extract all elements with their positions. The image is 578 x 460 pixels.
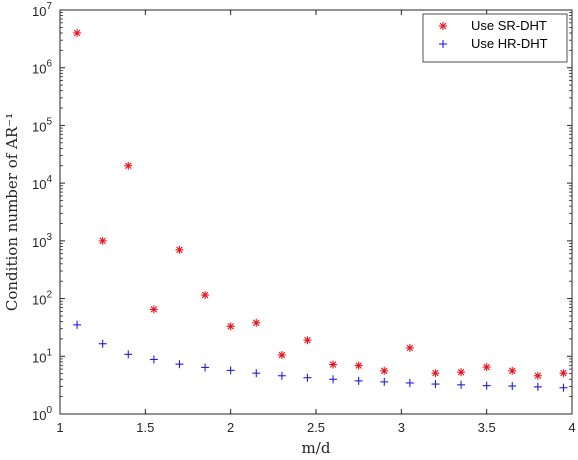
hr-dht-point bbox=[533, 382, 542, 391]
hr-dht-point bbox=[354, 376, 363, 385]
hr-dht-point bbox=[482, 381, 491, 390]
sr-dht-point bbox=[329, 360, 338, 369]
y-tick-exponent: 4 bbox=[46, 174, 52, 185]
legend: Use SR-DHT Use HR-DHT bbox=[422, 13, 568, 63]
y-tick-exponent: 1 bbox=[46, 347, 52, 358]
y-axis-label-text: Condition number of AR⁻¹ bbox=[3, 113, 21, 311]
x-tick-label: 1 bbox=[56, 420, 63, 435]
y-tick-label: 106 bbox=[32, 59, 52, 77]
hr-dht-point bbox=[405, 378, 414, 387]
y-tick-base: 10 bbox=[32, 235, 46, 250]
hr-dht-point bbox=[98, 339, 107, 348]
x-tick-label: 3.5 bbox=[478, 420, 496, 435]
sr-dht-point bbox=[354, 361, 363, 370]
y-tick-label: 103 bbox=[32, 232, 52, 250]
sr-dht-point bbox=[431, 369, 440, 378]
sr-dht-point bbox=[559, 369, 568, 378]
sr-dht-point bbox=[482, 363, 491, 372]
y-tick-base: 10 bbox=[32, 408, 46, 423]
y-tick-base: 10 bbox=[32, 62, 46, 77]
hr-dht-point bbox=[431, 380, 440, 389]
legend-marker-hr-dht bbox=[439, 40, 447, 48]
legend-label: Use HR-DHT bbox=[471, 36, 548, 51]
legend-entries: Use SR-DHT Use HR-DHT bbox=[439, 18, 548, 51]
hr-dht-point bbox=[457, 380, 466, 389]
hr-dht-point bbox=[124, 350, 133, 359]
hr-dht-point bbox=[303, 373, 312, 382]
legend-marker-sr-dht bbox=[439, 22, 447, 30]
x-tick-label: 2.5 bbox=[307, 420, 325, 435]
y-tick-exponent: 2 bbox=[46, 290, 52, 301]
hr-dht-point bbox=[559, 383, 568, 392]
legend-box bbox=[422, 13, 568, 63]
hr-dht-point bbox=[149, 355, 158, 364]
y-tick-label: 101 bbox=[32, 347, 52, 365]
sr-dht-point bbox=[98, 236, 107, 245]
y-tick-base: 10 bbox=[32, 177, 46, 192]
y-tick-label: 107 bbox=[32, 1, 52, 19]
y-tick-label: 104 bbox=[32, 174, 52, 192]
hr-dht-point bbox=[329, 375, 338, 384]
y-tick-base: 10 bbox=[32, 350, 46, 365]
legend-label: Use SR-DHT bbox=[471, 18, 547, 33]
sr-dht-point bbox=[508, 366, 517, 375]
hr-dht-point bbox=[201, 363, 210, 372]
y-tick-exponent: 3 bbox=[46, 232, 52, 243]
y-tick-base: 10 bbox=[32, 293, 46, 308]
sr-dht-point bbox=[252, 318, 261, 327]
sr-dht-point bbox=[277, 351, 286, 360]
sr-dht-point bbox=[175, 245, 184, 254]
hr-dht-point bbox=[226, 366, 235, 375]
hr-dht-point bbox=[252, 369, 261, 378]
sr-dht-point bbox=[457, 368, 466, 377]
x-axis-ticks: 1 1.5 2 2.5 3 3.5 4 bbox=[56, 10, 576, 435]
x-tick-label: 4 bbox=[568, 420, 575, 435]
hr-dht-point bbox=[175, 360, 184, 369]
x-tick-label: 1.5 bbox=[136, 420, 154, 435]
y-tick-exponent: 6 bbox=[46, 59, 52, 70]
y-axis-label: Condition number of AR⁻¹ bbox=[3, 113, 21, 311]
y-tick-base: 10 bbox=[32, 119, 46, 134]
sr-dht-point bbox=[149, 305, 158, 314]
y-tick-base: 10 bbox=[32, 4, 46, 19]
hr-dht-point bbox=[380, 377, 389, 386]
y-tick-exponent: 0 bbox=[46, 405, 52, 416]
y-tick-label: 105 bbox=[32, 116, 52, 134]
sr-dht-point bbox=[73, 28, 82, 37]
x-tick-label: 2 bbox=[227, 420, 234, 435]
sr-dht-point bbox=[380, 366, 389, 375]
data-markers bbox=[73, 28, 568, 392]
sr-dht-point bbox=[405, 343, 414, 352]
y-tick-exponent: 5 bbox=[46, 116, 52, 127]
hr-dht-point bbox=[277, 371, 286, 380]
sr-dht-point bbox=[533, 371, 542, 380]
y-tick-label: 100 bbox=[32, 405, 52, 423]
x-tick-label: 3 bbox=[398, 420, 405, 435]
sr-dht-point bbox=[226, 322, 235, 331]
y-tick-exponent: 7 bbox=[46, 1, 52, 12]
y-tick-label: 102 bbox=[32, 290, 52, 308]
sr-dht-point bbox=[124, 161, 133, 170]
sr-dht-point bbox=[303, 336, 312, 345]
plot-area bbox=[59, 9, 573, 415]
sr-dht-point bbox=[201, 291, 210, 300]
x-axis-label: m/d bbox=[302, 439, 331, 457]
hr-dht-point bbox=[508, 382, 517, 391]
hr-dht-point bbox=[73, 320, 82, 329]
